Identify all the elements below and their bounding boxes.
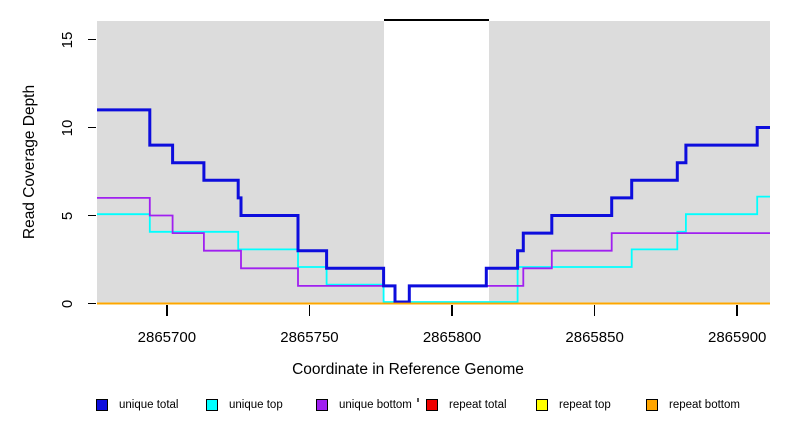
legend-label: unique total	[119, 399, 179, 411]
legend-item-unique-top: unique top	[206, 398, 283, 412]
x-tick-mark	[166, 304, 168, 316]
y-tick-label: 10	[59, 119, 76, 136]
x-tick-mark	[451, 304, 453, 316]
legend-swatch-icon	[316, 399, 328, 411]
y-axis-title: Read Coverage Depth	[21, 84, 38, 240]
x-tick-label: 2865700	[137, 329, 197, 346]
legend-label: unique top	[229, 399, 283, 411]
x-tick-label: 2865900	[708, 329, 767, 346]
legend-item-repeat-bottom: repeat bottom	[646, 398, 740, 412]
legend-label: unique bottom	[339, 399, 412, 411]
legend-swatch-icon	[646, 399, 658, 411]
legend-swatch-icon	[426, 399, 438, 411]
y-tick-mark	[88, 126, 96, 129]
legend-swatch-icon	[536, 399, 548, 411]
x-tick-label: 2865750	[280, 329, 339, 346]
x-tick-label: 2865850	[565, 329, 624, 346]
legend-item-unique-bottom: unique bottom	[316, 398, 412, 412]
legend-label: repeat bottom	[669, 399, 740, 411]
x-axis-title: Coordinate in Reference Genome	[292, 361, 524, 378]
y-tick-label: 0	[59, 299, 76, 308]
y-tick-mark	[88, 302, 96, 305]
legend-swatch-icon	[96, 399, 108, 411]
masked-region-band	[383, 18, 490, 304]
legend-item-unique-total: unique total	[96, 398, 178, 412]
y-tick-mark	[88, 38, 96, 41]
y-tick-mark	[88, 214, 96, 217]
x-tick-mark	[593, 304, 596, 316]
x-tick-label: 2865800	[422, 329, 482, 346]
legend-label: repeat top	[559, 399, 611, 411]
legend-label: repeat total	[449, 399, 507, 411]
stray-mark	[417, 398, 419, 402]
legend-swatch-icon	[206, 399, 218, 411]
legend-item-repeat-top: repeat top	[536, 398, 611, 412]
series-line-unique-total	[97, 108, 770, 304]
x-tick-mark	[736, 304, 738, 316]
legend-item-repeat-total: repeat total	[426, 398, 507, 412]
y-tick-label: 15	[59, 31, 76, 48]
x-tick-mark	[308, 304, 311, 316]
y-tick-label: 5	[59, 211, 76, 220]
